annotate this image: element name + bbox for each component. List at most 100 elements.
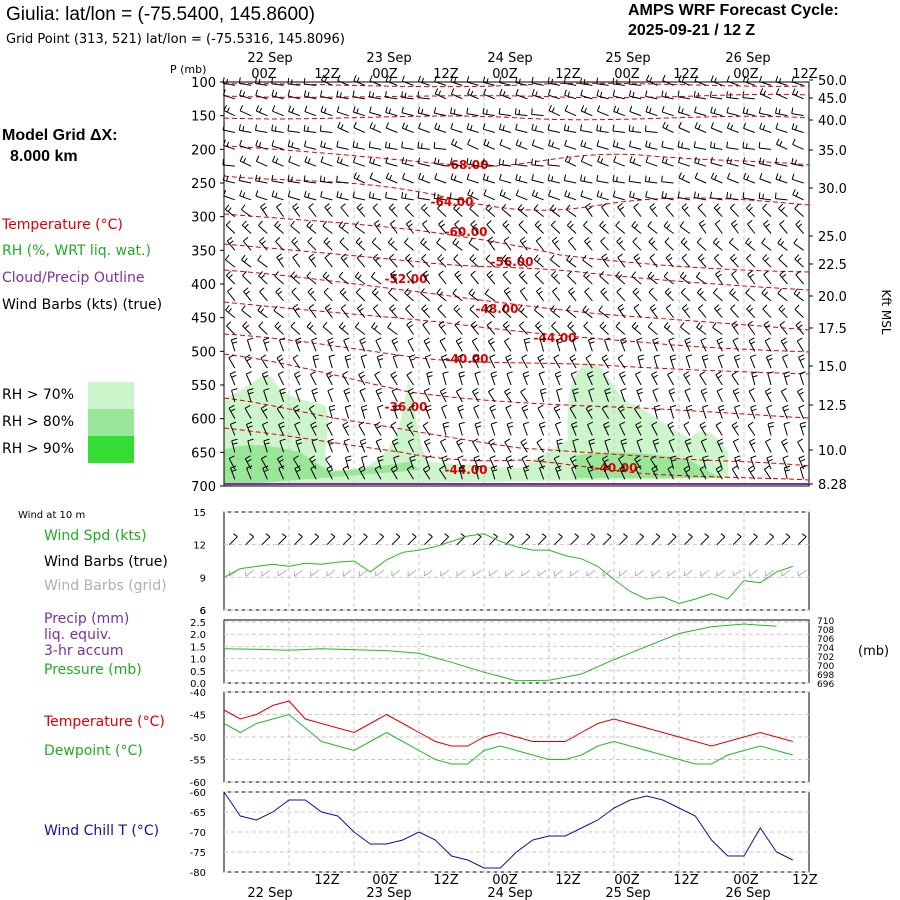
temperature-contour-label: -40.00 (446, 352, 489, 366)
wind-barb-staff (320, 161, 333, 167)
wind-barb-flag (552, 287, 558, 292)
true-wind-barb (407, 536, 417, 546)
wind-barb-flag (499, 139, 503, 146)
wind-barb-flag (488, 307, 493, 313)
wind-barb-staff (499, 179, 512, 184)
grid-wind-barbs (228, 569, 807, 577)
wind-barb-staff (361, 457, 366, 470)
wind-barb-flag (279, 425, 285, 429)
wind-barb-staff (617, 257, 626, 268)
wind-barb-flag (569, 324, 575, 329)
wind-barb-staff (539, 339, 545, 352)
wind-barb-staff (747, 274, 756, 285)
wind-barb-flag (242, 91, 245, 97)
wind-barb-flag (242, 192, 246, 198)
wind-barb-flag (540, 425, 546, 429)
wind-barb-staff (440, 356, 447, 369)
wind-barb-staff (632, 241, 642, 251)
wind-barb-staff (228, 357, 236, 369)
wind-barb-flag (408, 438, 414, 442)
wind-barb-flag (670, 455, 677, 459)
wind-barb-staff (499, 144, 512, 150)
wind-barb-flag (274, 91, 278, 97)
wind-barb-staff (779, 223, 788, 234)
wind-barb-flag (355, 237, 361, 243)
wind-barb-staff (615, 275, 626, 285)
wind-barb-staff (417, 97, 430, 100)
wind-barb-flag (504, 388, 510, 393)
wind-barb-flag (336, 140, 339, 147)
wind-barb-staff (532, 94, 544, 100)
bottom-time-label: 00Z (492, 873, 518, 888)
wind-barb-staff (766, 407, 772, 419)
wind-barb-flag (247, 388, 254, 391)
wind-barb-staff (486, 324, 496, 335)
wind-barb-flag (619, 371, 625, 375)
wind-barb-flag (326, 240, 331, 245)
wind-barb-flag (324, 253, 330, 259)
wind-barb-staff (306, 326, 317, 335)
wind-barb-staff (241, 209, 252, 218)
wind-barb-flag (222, 124, 225, 131)
wind-barb-flag (485, 304, 491, 310)
wind-barb-flag (307, 237, 313, 243)
wind-barb-flag (502, 270, 508, 276)
dewpoint-label: Dewpoint (°C) (44, 743, 143, 759)
wind-barb-flag (308, 203, 314, 208)
wind-barb-flag (584, 107, 588, 113)
wind-barb-flag (358, 371, 365, 376)
wind-barb-staff (780, 391, 788, 403)
wind-barb-staff (434, 93, 447, 100)
wind-barb-flag (603, 465, 610, 469)
wind-barb-staff (748, 340, 756, 352)
wind-barb-flag (466, 157, 469, 164)
wind-barb-flag (710, 75, 714, 82)
wind-barb-flag (520, 438, 527, 443)
wind-barb-staff (564, 180, 577, 184)
wind-barb-flag (601, 203, 607, 208)
wind-barb-staff (369, 146, 382, 150)
wind-barb-flag (292, 253, 298, 258)
wind-barb-staff (436, 242, 447, 251)
wind-barb-staff (550, 224, 561, 234)
kft-tick-label: 10.0 (818, 444, 847, 459)
grid-wind-barb (570, 569, 579, 577)
wind-barb-flag (372, 92, 375, 98)
wind-barb-flag (226, 176, 229, 182)
wind-barb-staff (324, 257, 333, 268)
wind-barb-flag (519, 141, 522, 147)
wind-barb-flag (553, 455, 560, 460)
pressure-panel-frame (223, 619, 810, 684)
wind-barb-flag (392, 273, 397, 278)
wind-barb-flag (703, 358, 709, 361)
wind-barb-staff (571, 339, 577, 352)
wind-barb-flag (409, 354, 416, 358)
wind-barb-flag (406, 270, 412, 275)
wind-barb-staff (534, 275, 544, 285)
wind-barb-flag (485, 254, 491, 260)
wind-barb-flag (457, 404, 464, 409)
wind-barb-flag (263, 337, 270, 341)
wind-barb-staff (547, 82, 560, 86)
wind-barb-flag (634, 224, 639, 229)
wind-barb-flag (732, 387, 739, 392)
wind-barb-flag (699, 421, 706, 426)
wind-barb-flag (780, 337, 787, 342)
wind-tick-label: 15 (193, 508, 206, 519)
wind-barb-staff (407, 340, 415, 352)
wind-barb-staff (271, 195, 284, 201)
wind-barb-staff (271, 180, 284, 184)
wind-barb-staff (222, 164, 235, 167)
wind-barb-flag (583, 141, 587, 148)
wind-barb-flag (319, 125, 322, 132)
wind-barb-flag (433, 107, 437, 114)
wind-barb-flag (437, 304, 443, 310)
wind-barb-flag (292, 203, 298, 208)
pressure-tick-label: 704 (817, 644, 834, 654)
wind-barb-staff (600, 241, 609, 251)
wind-barb-staff (732, 441, 740, 453)
wind-barb-flag (564, 155, 569, 162)
wind-barb-staff (225, 309, 236, 319)
wind-barb-flag (701, 425, 707, 429)
